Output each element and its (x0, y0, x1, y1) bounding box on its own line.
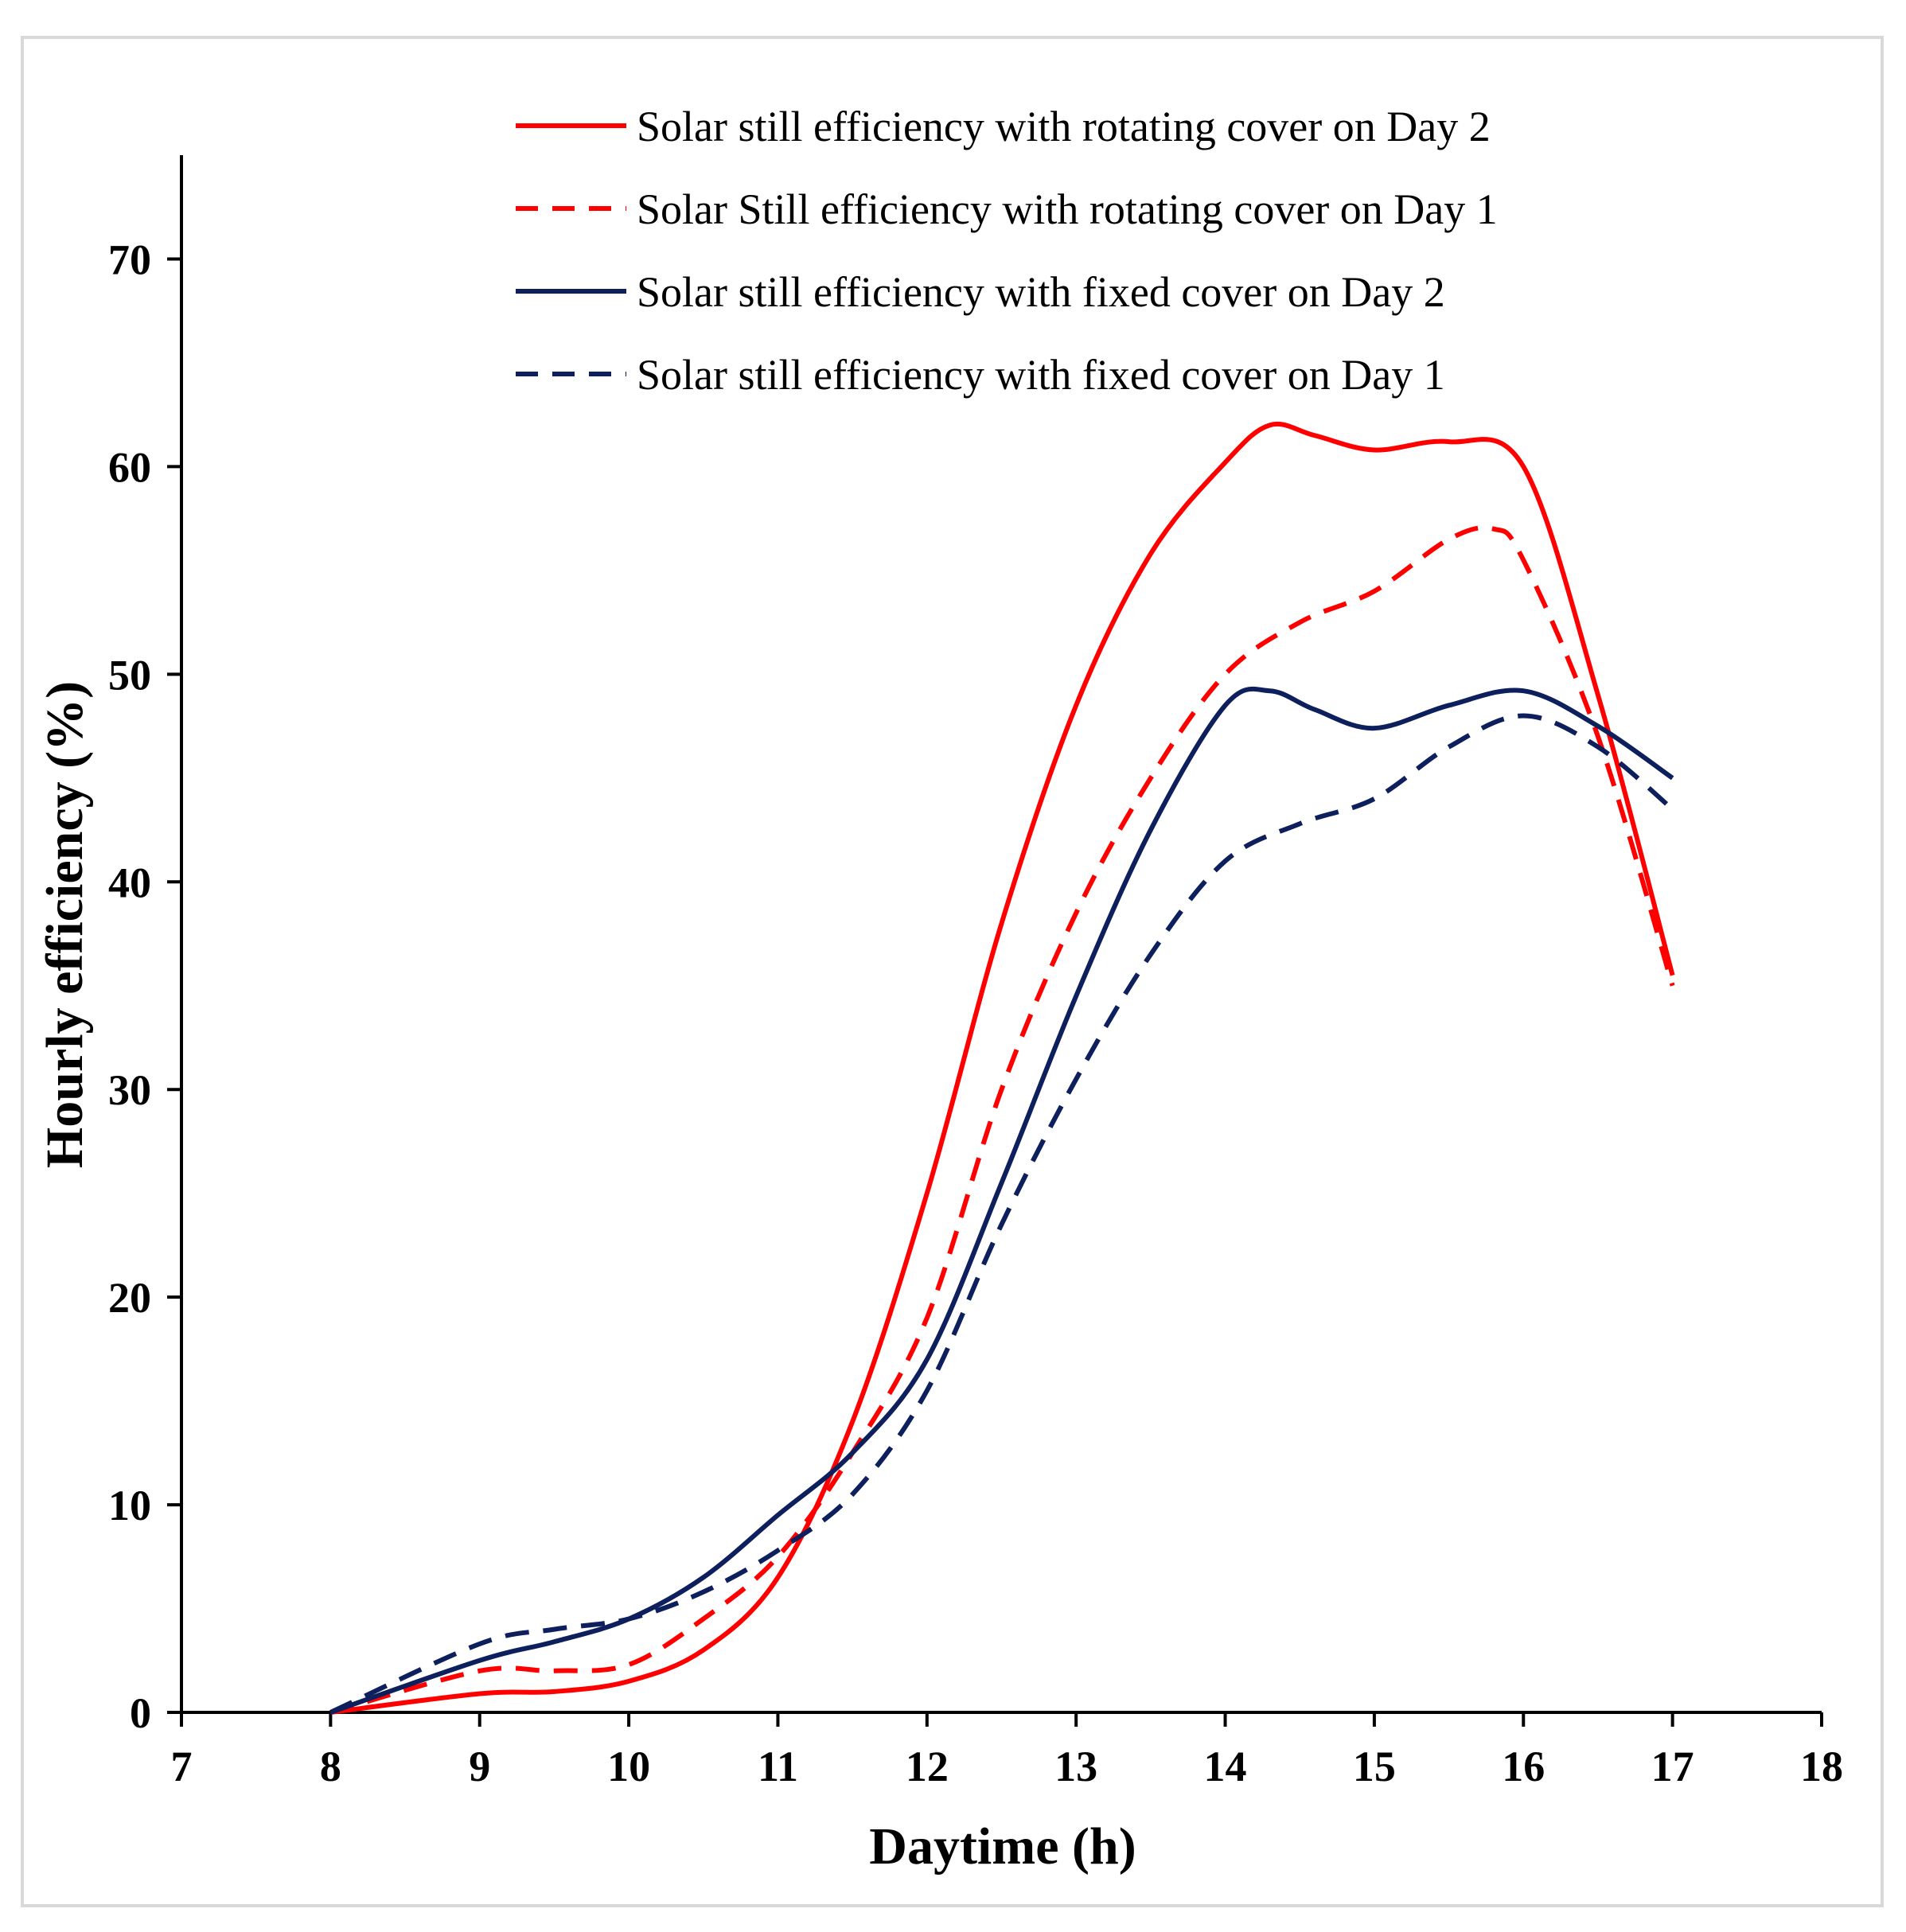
x-tick-label: 13 (1054, 1743, 1097, 1790)
series-rotating-day1-line (329, 525, 1675, 1715)
series-rotating-day2-line (329, 421, 1675, 1715)
x-tick-label: 8 (320, 1743, 341, 1790)
y-tick-label: 50 (108, 651, 151, 699)
x-tick-label: 17 (1651, 1743, 1694, 1790)
y-tick-label: 10 (108, 1482, 151, 1529)
y-tick-label: 70 (108, 236, 151, 283)
series-fixed-day1-line (329, 713, 1674, 1715)
legend-item-fixed-day1: Solar still efficiency with fixed cover … (516, 351, 1445, 399)
y-tick-label: 0 (130, 1689, 151, 1737)
legend-label: Solar still efficiency with fixed cover … (637, 351, 1445, 399)
x-tick-label: 15 (1353, 1743, 1396, 1790)
x-axis-title: Daytime (h) (869, 1817, 1136, 1876)
legend-item-rotating-day2: Solar still efficiency with rotating cov… (516, 103, 1491, 150)
x-tick-label: 11 (758, 1743, 798, 1790)
series-fixed-day2-line (329, 686, 1674, 1715)
x-tick-label: 9 (469, 1743, 490, 1790)
y-tick-label: 60 (108, 443, 151, 491)
x-tick-label: 18 (1800, 1743, 1843, 1790)
axes: 7 8 9 10 11 12 13 14 15 16 17 18 0 10 20 30 40 50 60 70 (108, 155, 1843, 1790)
x-tick-label: 10 (607, 1743, 650, 1790)
x-tick-label: 12 (906, 1743, 949, 1790)
legend-label: Solar Still efficiency with rotating cov… (637, 185, 1498, 233)
legend-label: Solar still efficiency with rotating cov… (637, 103, 1491, 150)
x-tick-label: 16 (1502, 1743, 1545, 1790)
y-tick-label: 40 (108, 859, 151, 906)
legend: Solar still efficiency with rotating cov… (516, 103, 1498, 399)
y-tick-label: 30 (108, 1066, 151, 1114)
chart-frame (21, 36, 1884, 1907)
series-layer (329, 421, 1675, 1715)
x-tick-label: 14 (1204, 1743, 1247, 1790)
legend-item-rotating-day1: Solar Still efficiency with rotating cov… (516, 185, 1498, 233)
legend-item-fixed-day2: Solar still efficiency with fixed cover … (516, 268, 1445, 316)
y-tick-label: 20 (108, 1274, 151, 1322)
x-tick-label: 7 (171, 1743, 193, 1790)
y-axis-title: Hourly efficiency (%) (36, 681, 94, 1168)
legend-label: Solar still efficiency with fixed cover … (637, 268, 1445, 316)
